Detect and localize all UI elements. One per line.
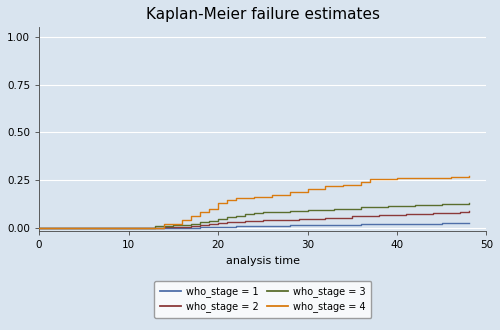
Title: Kaplan-Meier failure estimates: Kaplan-Meier failure estimates [146, 7, 380, 22]
X-axis label: analysis time: analysis time [226, 255, 300, 266]
Legend: who_stage = 1, who_stage = 2, who_stage = 3, who_stage = 4: who_stage = 1, who_stage = 2, who_stage … [154, 281, 372, 318]
